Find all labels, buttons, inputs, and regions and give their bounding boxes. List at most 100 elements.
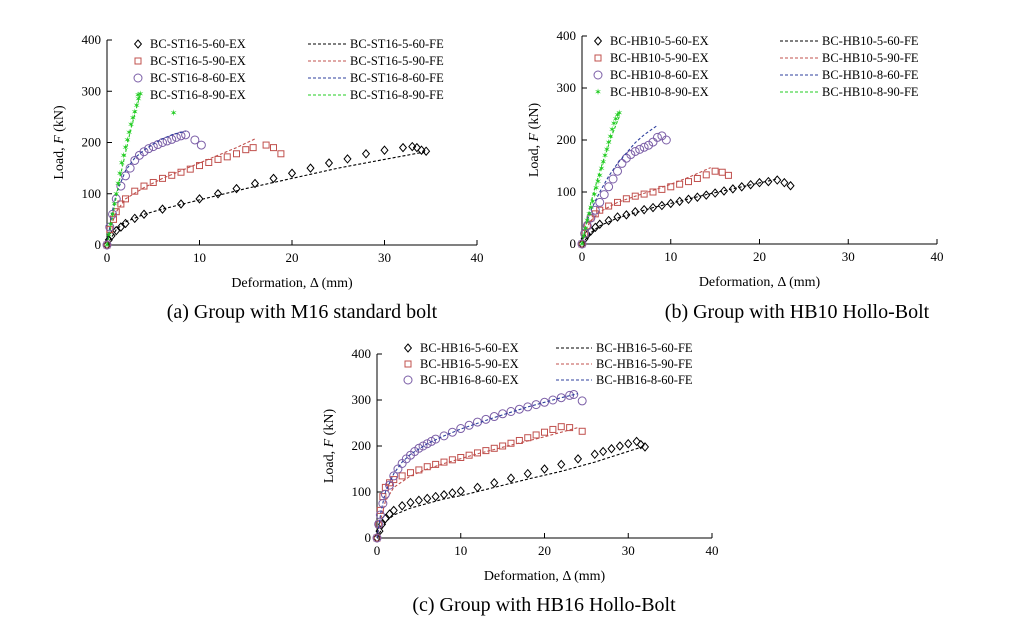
legend-label: BC-HB10-5-60-FE (822, 34, 919, 48)
data-point (599, 446, 608, 457)
legend-label: BC-ST16-8-60-FE (350, 71, 444, 85)
data-point (631, 192, 639, 200)
data-point (573, 454, 583, 464)
data-point (177, 168, 185, 176)
data-point (490, 478, 499, 488)
data-point (223, 153, 231, 161)
data-point: ✶ (616, 108, 624, 118)
legend-marker (593, 36, 603, 46)
data-point (648, 202, 658, 213)
data-point (380, 489, 390, 499)
data-point (376, 506, 384, 514)
data-point (196, 140, 206, 150)
x-tick-label: 30 (842, 249, 855, 264)
data-point (102, 240, 112, 250)
y-tick-label: 300 (352, 392, 372, 407)
series-BC-ST16-8-90-FE (106, 93, 141, 246)
data-point (190, 135, 200, 145)
data-point: ✶ (612, 114, 620, 124)
data-point (269, 173, 278, 184)
fe-curve (376, 393, 579, 539)
data-point (523, 468, 532, 479)
series-BC-HB16-5-90-EX (373, 423, 586, 542)
data-point (507, 439, 515, 447)
data-point (540, 464, 549, 474)
x-axis-label: Deformation, Δ (mm) (231, 276, 353, 291)
y-axis-label: Load, F (kN) (52, 105, 67, 180)
data-point (578, 427, 586, 435)
series-BC-HB16-5-90-FE (376, 427, 579, 539)
caption: (c) Group with HB16 Hollo-Bolt (412, 594, 676, 616)
series-BC-HB10-8-60-EX (577, 131, 671, 249)
x-tick-label: 20 (538, 543, 551, 558)
data-point (631, 206, 640, 217)
legend: BC-ST16-5-60-EX BC-ST16-5-90-EX BC-ST16-8-… (133, 37, 444, 102)
x-tick-label: 30 (622, 543, 635, 558)
data-point (456, 424, 466, 434)
data-point (599, 190, 609, 200)
data-point (614, 198, 621, 206)
fe-curve (106, 151, 427, 246)
y-axis-label-part: Load, (527, 141, 542, 177)
data-point (324, 158, 334, 168)
data-point (242, 146, 250, 154)
data-point (531, 400, 541, 410)
legend-marker (403, 343, 413, 353)
data-point: ✶ (605, 138, 613, 148)
y-axis-label: Load, F (kN) (322, 409, 337, 484)
data-point: ✶ (607, 131, 615, 141)
data-point (780, 177, 789, 188)
y-axis-label-part: F (52, 135, 67, 145)
data-point (532, 431, 540, 439)
y-tick-label: 0 (570, 236, 577, 251)
data-point (489, 412, 499, 422)
data-point (755, 177, 764, 188)
legend: BC-HB16-5-60-EX BC-HB16-5-90-EX BC-HB16-8-… (403, 341, 693, 387)
data-point (117, 200, 125, 208)
data-point (556, 393, 566, 403)
data-point (374, 519, 384, 529)
x-tick-label: 10 (454, 543, 467, 558)
legend-marker (134, 57, 142, 65)
legend-label: BC-HB16-5-60-EX (420, 341, 519, 355)
y-axis-label: Load, F (kN) (527, 103, 542, 178)
data-point (566, 424, 574, 432)
data-point (125, 163, 135, 173)
data-point (565, 390, 575, 400)
caption: (a) Group with M16 standard bolt (167, 301, 438, 323)
data-point: ✶ (584, 216, 592, 226)
data-point (343, 154, 352, 164)
data-point (473, 482, 482, 493)
data-point: ✶ (116, 168, 124, 178)
data-point (540, 397, 549, 407)
data-point (380, 145, 389, 155)
data-point (644, 140, 654, 150)
data-point (414, 443, 424, 453)
legend-marker (133, 73, 143, 83)
data-point (577, 396, 587, 406)
y-axis-label-part: Load, (322, 447, 337, 483)
data-point (661, 135, 671, 145)
data-point (186, 165, 194, 173)
data-point (675, 196, 684, 207)
data-point (144, 144, 154, 154)
data-point (139, 147, 149, 157)
data-point (557, 423, 565, 431)
data-point (306, 163, 315, 173)
data-point (439, 489, 449, 500)
data-point (249, 144, 257, 152)
x-tick-label: 30 (378, 250, 391, 265)
data-point (635, 144, 645, 154)
data-point (604, 215, 613, 226)
data-point (393, 464, 403, 474)
data-point: ✶ (170, 108, 178, 118)
y-tick-label: 100 (82, 186, 102, 201)
data-point (506, 407, 516, 416)
legend-label: BC-HB16-8-60-FE (596, 373, 693, 387)
data-point (746, 179, 755, 190)
data-point (130, 213, 139, 224)
series-BC-ST16-5-90-FE (106, 138, 256, 246)
data-point (407, 469, 414, 477)
